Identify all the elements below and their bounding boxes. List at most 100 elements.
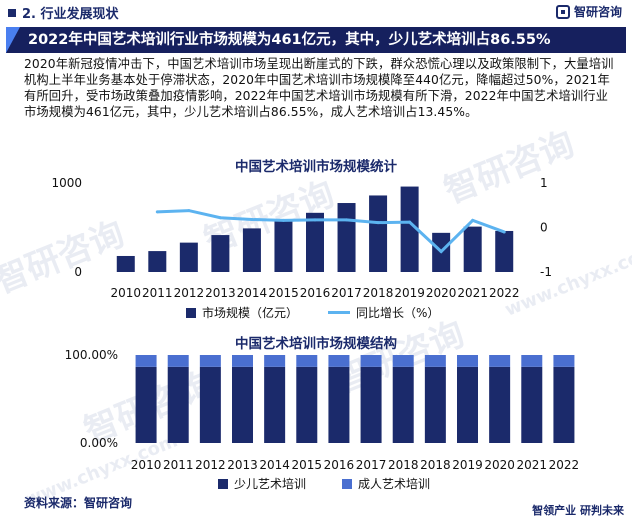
section-title-text: 2. 行业发展现状: [22, 7, 119, 22]
chart2-bar-child: [392, 366, 414, 443]
chart2-bar-adult: [264, 355, 286, 367]
chart1-growth-point: [471, 218, 475, 222]
chart1-bar: [463, 226, 482, 272]
chart1-x-tick: 2010: [110, 286, 141, 300]
chart2-bar-adult: [135, 355, 157, 367]
chart2-bar-child: [553, 366, 575, 443]
chart1-x-tick: 2017: [331, 286, 362, 300]
chart2-bar-adult: [489, 355, 511, 367]
chart1-x-tick: 2013: [205, 286, 236, 300]
chart2-bar-child: [328, 366, 350, 443]
chart2-x-tick: 2018: [388, 458, 419, 472]
chart2-x-tick: 2015: [292, 458, 323, 472]
chart1-bar: [306, 212, 324, 272]
chart1-left-tick: 1000: [51, 176, 82, 190]
chart1-growth-point: [281, 218, 285, 222]
chart1-x-tick: 2012: [174, 286, 205, 300]
chart1-bar: [148, 251, 167, 272]
chart2-x-tick: 2014: [259, 458, 290, 472]
footer-slogan: 智领产业 研判未来: [532, 504, 624, 517]
chart1-growth-point: [345, 218, 349, 222]
chart1-x-tick: 2016: [300, 286, 331, 300]
chart2-bar-child: [457, 366, 478, 443]
legend-line-swatch: [328, 311, 351, 314]
chart1-growth-point: [439, 250, 443, 254]
chart2-bar-adult: [199, 355, 221, 367]
legend-adult-label: 成人艺术培训: [358, 477, 431, 491]
chart1-growth-point: [250, 217, 254, 221]
chart1-x-tick: 2011: [142, 286, 173, 300]
legend-line-label: 同比增长（%）: [356, 306, 440, 320]
top-bar: 2. 行业发展现状 智研咨询: [0, 0, 632, 24]
chart2-bar-adult: [392, 355, 414, 367]
chart2-title: 中国艺术培训市场规模结构: [235, 336, 397, 352]
chart1-bar: [274, 221, 293, 272]
chart1-growth-point: [155, 210, 159, 214]
chart2-y-tick: 0.00%: [80, 436, 118, 450]
chart1-right-tick: -1: [540, 265, 552, 279]
chart1-bar: [116, 255, 135, 272]
chart2-x-tick: 2018: [420, 458, 451, 472]
chart1-x-tick: 2019: [394, 286, 425, 300]
chart1-bar: [369, 195, 388, 272]
chart2-x-tick: 2020: [484, 458, 515, 472]
chart2-y-tick: 100.00%: [65, 348, 118, 362]
source-note: 资料来源：智研咨询: [24, 496, 133, 510]
banner-title: 2022年中国艺术培训行业市场规模为461亿元，其中，少儿艺术培训占86.55%: [28, 32, 551, 48]
chart2-bar-child: [135, 366, 157, 443]
legend-bar-label: 市场规模（亿元）: [202, 306, 299, 320]
chart2-x-tick: 2021: [517, 458, 548, 472]
headline-banner: 2022年中国艺术培训行业市场规模为461亿元，其中，少儿艺术培训占86.55%: [6, 27, 626, 53]
banner-accent: [6, 27, 20, 53]
chart2-x-tick: 2011: [163, 458, 194, 472]
chart2-bar-child: [232, 366, 253, 443]
chart1-growth-point: [376, 221, 380, 225]
chart1-bar: [337, 203, 356, 272]
legend-adult-swatch: [342, 478, 353, 489]
summary-paragraph: 2020年新冠疫情冲击下，中国艺术培训市场呈现出断崖式的下跌，群众恐慌心理以及政…: [24, 57, 614, 119]
chart1-bar: [400, 186, 419, 272]
chart1-right-tick: 1: [540, 176, 548, 190]
chart2-bar-child: [521, 366, 543, 443]
chart1-growth-point: [408, 220, 412, 224]
chart1-bar: [495, 230, 514, 272]
chart1-bar: [211, 235, 230, 272]
chart2-x-tick: 2010: [131, 458, 162, 472]
section-square-icon: [8, 9, 16, 17]
chart1-x-tick: 2021: [457, 286, 488, 300]
chart2-legend: 少儿艺术培训 成人艺术培训: [218, 475, 430, 492]
chart2-bar-adult: [457, 355, 478, 367]
chart1-right-tick: 0: [540, 221, 548, 235]
chart1-title: 中国艺术培训市场规模统计: [235, 159, 397, 175]
chart1-growth-line: [157, 209, 505, 254]
logo-icon: [555, 4, 570, 19]
chart2-bar-adult: [360, 355, 382, 367]
chart1-x-tick: 2014: [237, 286, 268, 300]
chart1-growth-point: [218, 216, 222, 220]
chart2-x-tick: 2022: [549, 458, 580, 472]
chart2-bar-adult: [167, 355, 189, 367]
chart2-x-tick: 2012: [195, 458, 226, 472]
chart2-bar-adult: [328, 355, 350, 367]
logo-text: 智研咨询: [573, 5, 622, 19]
chart2-bar-child: [360, 366, 382, 443]
chart2-x-tick: 2016: [324, 458, 355, 472]
chart2-bar-child: [424, 366, 446, 443]
chart1-x-tick: 2020: [426, 286, 457, 300]
chart2-bar-child: [264, 366, 286, 443]
chart2-bar-adult: [521, 355, 543, 367]
chart2-x-tick: 2013: [227, 458, 258, 472]
chart1-growth-point: [313, 218, 317, 222]
section-title: 2. 行业发展现状: [8, 3, 119, 22]
legend-bar-swatch: [186, 307, 196, 318]
chart2-bar-adult: [553, 355, 575, 367]
legend-child-swatch: [218, 478, 228, 489]
chart1-x-tick: 2015: [268, 286, 299, 300]
chart2-bar-adult: [424, 355, 446, 367]
chart1-legend: 市场规模（亿元） 同比增长（%）: [186, 304, 439, 321]
chart1-left-tick: 0: [74, 265, 82, 279]
chart2-x-tick: 2019: [452, 458, 483, 472]
legend-child-label: 少儿艺术培训: [234, 477, 307, 491]
chart2-bar-child: [296, 366, 318, 443]
